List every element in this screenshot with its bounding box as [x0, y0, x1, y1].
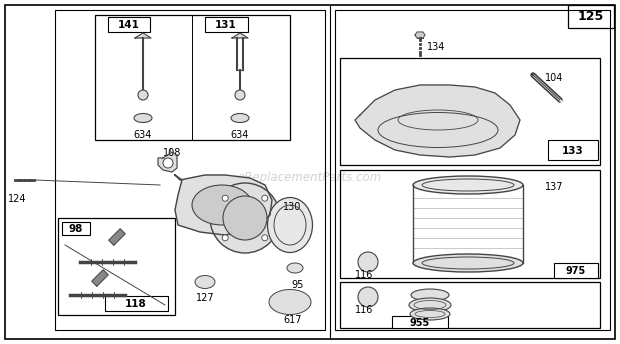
Circle shape	[138, 90, 148, 100]
Bar	[548, 140, 598, 160]
Circle shape	[222, 235, 228, 241]
Bar	[108, 17, 150, 32]
Text: 133: 133	[562, 146, 584, 156]
Text: 118: 118	[125, 299, 147, 309]
Circle shape	[262, 235, 268, 241]
Polygon shape	[109, 229, 125, 245]
Ellipse shape	[410, 308, 450, 320]
Bar	[95, 15, 290, 140]
Text: 955: 955	[410, 318, 430, 328]
Text: 124: 124	[8, 194, 27, 204]
Bar	[340, 170, 600, 278]
Circle shape	[223, 196, 267, 240]
Bar	[340, 58, 600, 165]
Polygon shape	[415, 32, 425, 38]
Text: 116: 116	[355, 305, 373, 315]
Polygon shape	[158, 152, 177, 172]
Bar	[335, 10, 610, 330]
Bar	[554, 263, 598, 278]
Bar	[62, 222, 90, 235]
Text: 634: 634	[134, 130, 152, 140]
Ellipse shape	[134, 114, 152, 122]
Text: 634: 634	[231, 130, 249, 140]
Text: 127: 127	[196, 293, 215, 303]
Text: 98: 98	[69, 224, 83, 234]
Polygon shape	[355, 85, 520, 157]
Bar	[55, 10, 325, 330]
Ellipse shape	[411, 289, 449, 301]
Ellipse shape	[192, 185, 252, 225]
Ellipse shape	[231, 114, 249, 122]
Polygon shape	[232, 33, 248, 38]
Text: 104: 104	[545, 73, 564, 83]
Text: eReplacementParts.com: eReplacementParts.com	[238, 172, 382, 184]
Ellipse shape	[195, 276, 215, 289]
Ellipse shape	[287, 263, 303, 273]
Ellipse shape	[413, 176, 523, 194]
Circle shape	[358, 287, 378, 307]
Ellipse shape	[269, 290, 311, 314]
Text: 134: 134	[427, 42, 445, 52]
Bar	[205, 17, 248, 32]
Circle shape	[262, 195, 268, 201]
Text: 975: 975	[566, 266, 586, 276]
Circle shape	[163, 158, 173, 168]
Bar	[568, 5, 614, 28]
Text: 95: 95	[291, 280, 303, 290]
Bar	[58, 218, 175, 315]
Circle shape	[222, 195, 228, 201]
Bar	[105, 296, 168, 311]
Polygon shape	[175, 175, 272, 235]
Ellipse shape	[409, 298, 451, 312]
Circle shape	[235, 90, 245, 100]
Ellipse shape	[413, 254, 523, 272]
Text: 131: 131	[215, 20, 237, 30]
Circle shape	[210, 183, 280, 253]
Polygon shape	[135, 33, 151, 38]
Polygon shape	[92, 270, 108, 286]
Text: 617: 617	[283, 315, 301, 325]
Text: 130: 130	[283, 202, 301, 212]
Text: 116: 116	[355, 270, 373, 280]
Text: 141: 141	[118, 20, 140, 30]
Ellipse shape	[267, 197, 312, 252]
Circle shape	[358, 252, 378, 272]
Text: 108: 108	[163, 148, 182, 158]
Bar	[340, 282, 600, 328]
Text: 125: 125	[578, 11, 604, 23]
Text: 137: 137	[545, 182, 564, 192]
Bar	[392, 316, 448, 328]
